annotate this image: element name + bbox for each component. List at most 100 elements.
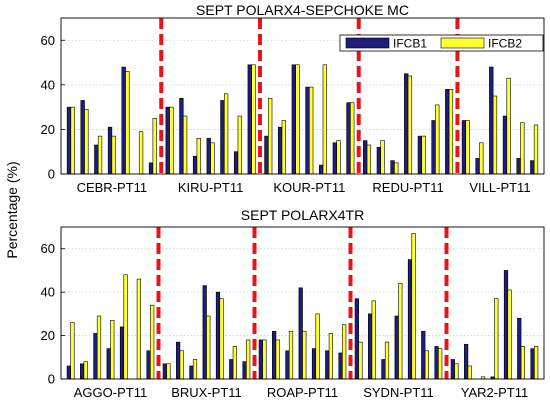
bar-ifcb1 bbox=[305, 86, 310, 175]
bar-ifcb2 bbox=[169, 106, 174, 175]
bar-ifcb1 bbox=[502, 115, 508, 175]
bar-ifcb1 bbox=[66, 106, 72, 175]
bar-ifcb1 bbox=[298, 287, 303, 380]
bar-ifcb1 bbox=[258, 339, 263, 380]
bar-ifcb1 bbox=[503, 270, 509, 380]
bar-ifcb2 bbox=[384, 341, 390, 380]
bar-ifcb2 bbox=[328, 333, 333, 380]
bar-ifcb2 bbox=[454, 363, 459, 380]
bar-ifcb1 bbox=[319, 164, 324, 175]
bar-ifcb1 bbox=[417, 135, 423, 175]
bar-ifcb1 bbox=[121, 66, 126, 175]
bar-ifcb2 bbox=[268, 97, 273, 175]
bar-ifcb1 bbox=[431, 120, 436, 175]
bar-ifcb2 bbox=[479, 142, 484, 175]
y-tick-label: 20 bbox=[41, 122, 55, 137]
bar-ifcb2 bbox=[281, 120, 286, 175]
bar-ifcb1 bbox=[119, 326, 125, 380]
bar-ifcb1 bbox=[192, 155, 198, 175]
bar-ifcb1 bbox=[80, 100, 85, 175]
bar-ifcb1 bbox=[445, 89, 450, 175]
bar-ifcb2 bbox=[371, 300, 376, 380]
group-label: CEBR-PT11 bbox=[77, 180, 148, 195]
chart-panel-bottom: 0 20 40 60 AGGO-PT11 BRUX-PT11 ROAP-PT11 SYDN-P… bbox=[41, 207, 545, 400]
bar-ifcb1 bbox=[215, 291, 221, 380]
bar-ifcb1 bbox=[381, 359, 386, 380]
bar-ifcb2 bbox=[520, 122, 525, 175]
bar-ifcb1 bbox=[346, 102, 351, 175]
bar-ifcb2 bbox=[492, 95, 498, 175]
bar-ifcb2 bbox=[448, 89, 454, 175]
bar-ifcb2 bbox=[398, 283, 403, 380]
bar-ifcb2 bbox=[494, 298, 499, 380]
bar-ifcb2 bbox=[275, 339, 280, 380]
bar-ifcb2 bbox=[219, 298, 224, 380]
y-tick-label: 40 bbox=[41, 285, 55, 300]
bar-ifcb2 bbox=[342, 324, 347, 380]
bar-ifcb1 bbox=[332, 142, 337, 175]
bar-ifcb2 bbox=[70, 322, 75, 380]
bar-ifcb2 bbox=[206, 315, 211, 380]
bar-ifcb2 bbox=[421, 135, 426, 175]
bar-ifcb1 bbox=[162, 363, 167, 380]
bar-ifcb1 bbox=[354, 298, 359, 380]
bar-ifcb2 bbox=[232, 346, 237, 380]
bar-ifcb2 bbox=[262, 339, 267, 380]
bar-ifcb1 bbox=[407, 259, 413, 380]
bar-ifcb2 bbox=[182, 115, 188, 175]
bar-ifcb2 bbox=[295, 64, 300, 175]
axes-frame bbox=[60, 226, 545, 380]
group-label: VILL-PT11 bbox=[469, 180, 530, 195]
bar-ifcb2 bbox=[83, 361, 88, 380]
chart-title: SEPT POLARX4TR bbox=[241, 207, 364, 223]
bar-ifcb1 bbox=[189, 365, 194, 380]
bar-ifcb1 bbox=[530, 160, 535, 175]
bar-ifcb1 bbox=[66, 365, 71, 380]
group-label: BRUX-PT11 bbox=[171, 385, 242, 400]
bar-ifcb2 bbox=[465, 120, 470, 175]
y-tick-label: 60 bbox=[41, 241, 55, 256]
bar-ifcb1 bbox=[146, 350, 151, 380]
bar-ifcb2 bbox=[506, 77, 511, 175]
legend-label: IFCB1 bbox=[393, 37, 427, 51]
bar-ifcb1 bbox=[229, 359, 234, 380]
bar-ifcb2 bbox=[411, 233, 416, 380]
group-label: ROAP-PT11 bbox=[267, 385, 338, 400]
bar-ifcb2 bbox=[309, 86, 314, 175]
y-tick-label: 0 bbox=[48, 167, 55, 182]
bar-ifcb1 bbox=[233, 151, 239, 175]
bar-ifcb1 bbox=[285, 350, 290, 380]
bar-ifcb1 bbox=[464, 343, 469, 380]
group-label: SYDN-PT11 bbox=[363, 385, 434, 400]
bar-ifcb1 bbox=[368, 313, 373, 380]
bar-ifcb2 bbox=[138, 131, 144, 175]
legend-swatch-ifcb1 bbox=[345, 37, 390, 49]
bar-ifcb2 bbox=[246, 339, 251, 380]
bar-ifcb1 bbox=[450, 359, 455, 380]
bar-ifcb1 bbox=[394, 315, 399, 380]
bar-ifcb1 bbox=[376, 146, 382, 175]
bar-ifcb2 bbox=[150, 304, 155, 380]
bar-ifcb2 bbox=[84, 109, 89, 175]
bar-ifcb2 bbox=[438, 348, 443, 380]
bar-ifcb2 bbox=[424, 350, 429, 380]
group-label: YAR2-PT11 bbox=[461, 385, 528, 400]
bar-ifcb1 bbox=[421, 330, 426, 380]
bar-ifcb1 bbox=[311, 348, 317, 380]
group-label: AGGO-PT11 bbox=[74, 385, 147, 400]
bar-ifcb2 bbox=[223, 93, 229, 175]
bar-ifcb2 bbox=[125, 71, 130, 175]
bar-ifcb2 bbox=[110, 320, 115, 380]
bar-ifcb2 bbox=[322, 64, 328, 175]
bar-ifcb2 bbox=[358, 341, 363, 380]
group-label: KOUR-PT11 bbox=[273, 180, 345, 195]
bar-ifcb2 bbox=[210, 142, 215, 175]
bar-ifcb1 bbox=[475, 158, 480, 175]
y-tick-label: 0 bbox=[48, 372, 55, 387]
bar-ifcb1 bbox=[206, 138, 211, 175]
bar-ifcb1 bbox=[363, 140, 368, 175]
bar-ifcb1 bbox=[93, 333, 98, 380]
bar-ifcb1 bbox=[242, 361, 247, 380]
bar-ifcb1 bbox=[148, 162, 154, 175]
